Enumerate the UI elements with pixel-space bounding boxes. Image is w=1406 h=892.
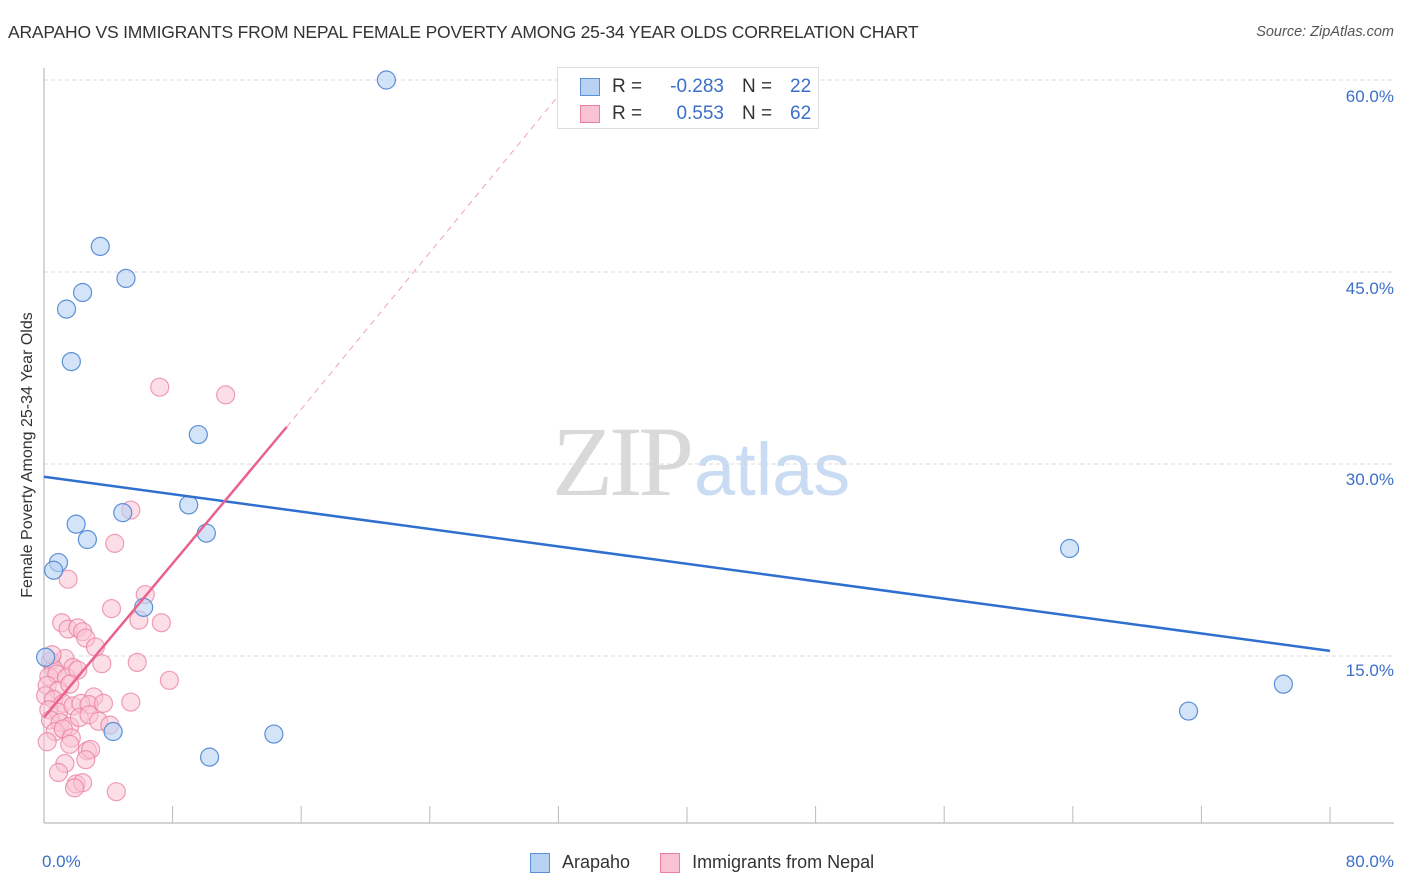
nepal-swatch [580, 105, 600, 123]
arapaho-point[interactable] [264, 724, 284, 744]
y-axis-label: Female Poverty Among 25-34 Year Olds [19, 312, 36, 598]
nepal-trend-extension [286, 79, 572, 428]
y-tick-60: 60.0% [1345, 87, 1394, 106]
arapaho-point[interactable] [77, 529, 98, 550]
nepal-trend-line [43, 426, 288, 719]
arapaho-point[interactable] [196, 523, 216, 543]
arapaho-point[interactable] [1059, 538, 1080, 559]
legend-row-nepal: R = 0.553 N = 62 [580, 102, 811, 126]
y-tick-15: 15.0% [1345, 661, 1394, 680]
r-label: R = [612, 103, 643, 124]
arapaho-point[interactable] [90, 236, 110, 256]
nepal-point[interactable] [159, 670, 179, 690]
arapaho-swatch [580, 78, 600, 96]
nepal-point[interactable] [64, 778, 85, 798]
nepal-point[interactable] [37, 732, 57, 752]
arapaho-point[interactable] [44, 560, 64, 580]
y-tick-30: 30.0% [1345, 470, 1394, 489]
n-value: 62 [790, 103, 812, 124]
arapaho-point[interactable] [113, 503, 133, 523]
nepal-point[interactable] [101, 599, 122, 619]
arapaho-point[interactable] [36, 647, 56, 667]
legend-label: Immigrants from Nepal [692, 852, 875, 872]
arapaho-point[interactable] [72, 282, 93, 303]
nepal-point[interactable] [150, 377, 170, 397]
arapaho-point[interactable] [66, 514, 86, 534]
r-label: R = [612, 76, 643, 97]
arapaho-point[interactable] [116, 268, 136, 288]
nepal-point[interactable] [121, 692, 141, 712]
x-tick-80: 80.0% [1345, 852, 1394, 871]
arapaho-point[interactable] [56, 299, 77, 319]
legend-item-nepal[interactable]: Immigrants from Nepal [660, 852, 874, 873]
gridlines [44, 79, 1394, 657]
nepal-point[interactable] [151, 613, 171, 633]
legend-item-arapaho[interactable]: Arapaho [530, 852, 630, 873]
y-tick-45: 45.0% [1345, 279, 1394, 298]
r-value: -0.283 [670, 76, 724, 97]
arapaho-point[interactable] [376, 70, 396, 90]
nepal-point[interactable] [127, 652, 147, 673]
nepal-point[interactable] [48, 762, 69, 783]
chart-title: ARAPAHO VS IMMIGRANTS FROM NEPAL FEMALE … [8, 22, 919, 42]
nepal-point[interactable] [92, 654, 112, 674]
arapaho-point[interactable] [103, 721, 123, 742]
arapaho-trend-line [43, 475, 1331, 653]
source-label: Source: ZipAtlas.com [1256, 24, 1394, 40]
series-legend: Arapaho Immigrants from Nepal [530, 852, 904, 873]
nepal-point[interactable] [60, 734, 80, 754]
legend-row-arapaho: R = -0.283 N = 22 [580, 75, 811, 99]
arapaho-point[interactable] [188, 424, 208, 445]
arapaho-points [36, 70, 1293, 767]
nepal-points [36, 377, 236, 802]
arapaho-point[interactable] [1178, 701, 1199, 721]
legend-label: Arapaho [562, 852, 631, 872]
nepal-point[interactable] [105, 533, 125, 553]
nepal-point[interactable] [93, 693, 114, 713]
r-value: 0.553 [676, 103, 724, 124]
n-value: 22 [790, 76, 812, 97]
nepal-point[interactable] [106, 782, 126, 802]
nepal-point[interactable] [58, 569, 78, 589]
x-tick-0: 0.0% [42, 852, 81, 871]
correlation-legend: R = -0.283 N = 22 R = 0.553 N = 62 [557, 67, 819, 129]
nepal-swatch [660, 852, 681, 873]
trend-lines [43, 79, 1331, 719]
nepal-point[interactable] [216, 385, 236, 405]
arapaho-point[interactable] [61, 352, 81, 372]
nepal-point[interactable] [76, 750, 96, 770]
n-label: N = [742, 103, 773, 124]
arapaho-point[interactable] [179, 495, 199, 515]
n-label: N = [742, 76, 773, 97]
arapaho-point[interactable] [1273, 674, 1293, 694]
arapaho-swatch [530, 852, 550, 873]
arapaho-point[interactable] [199, 747, 220, 767]
